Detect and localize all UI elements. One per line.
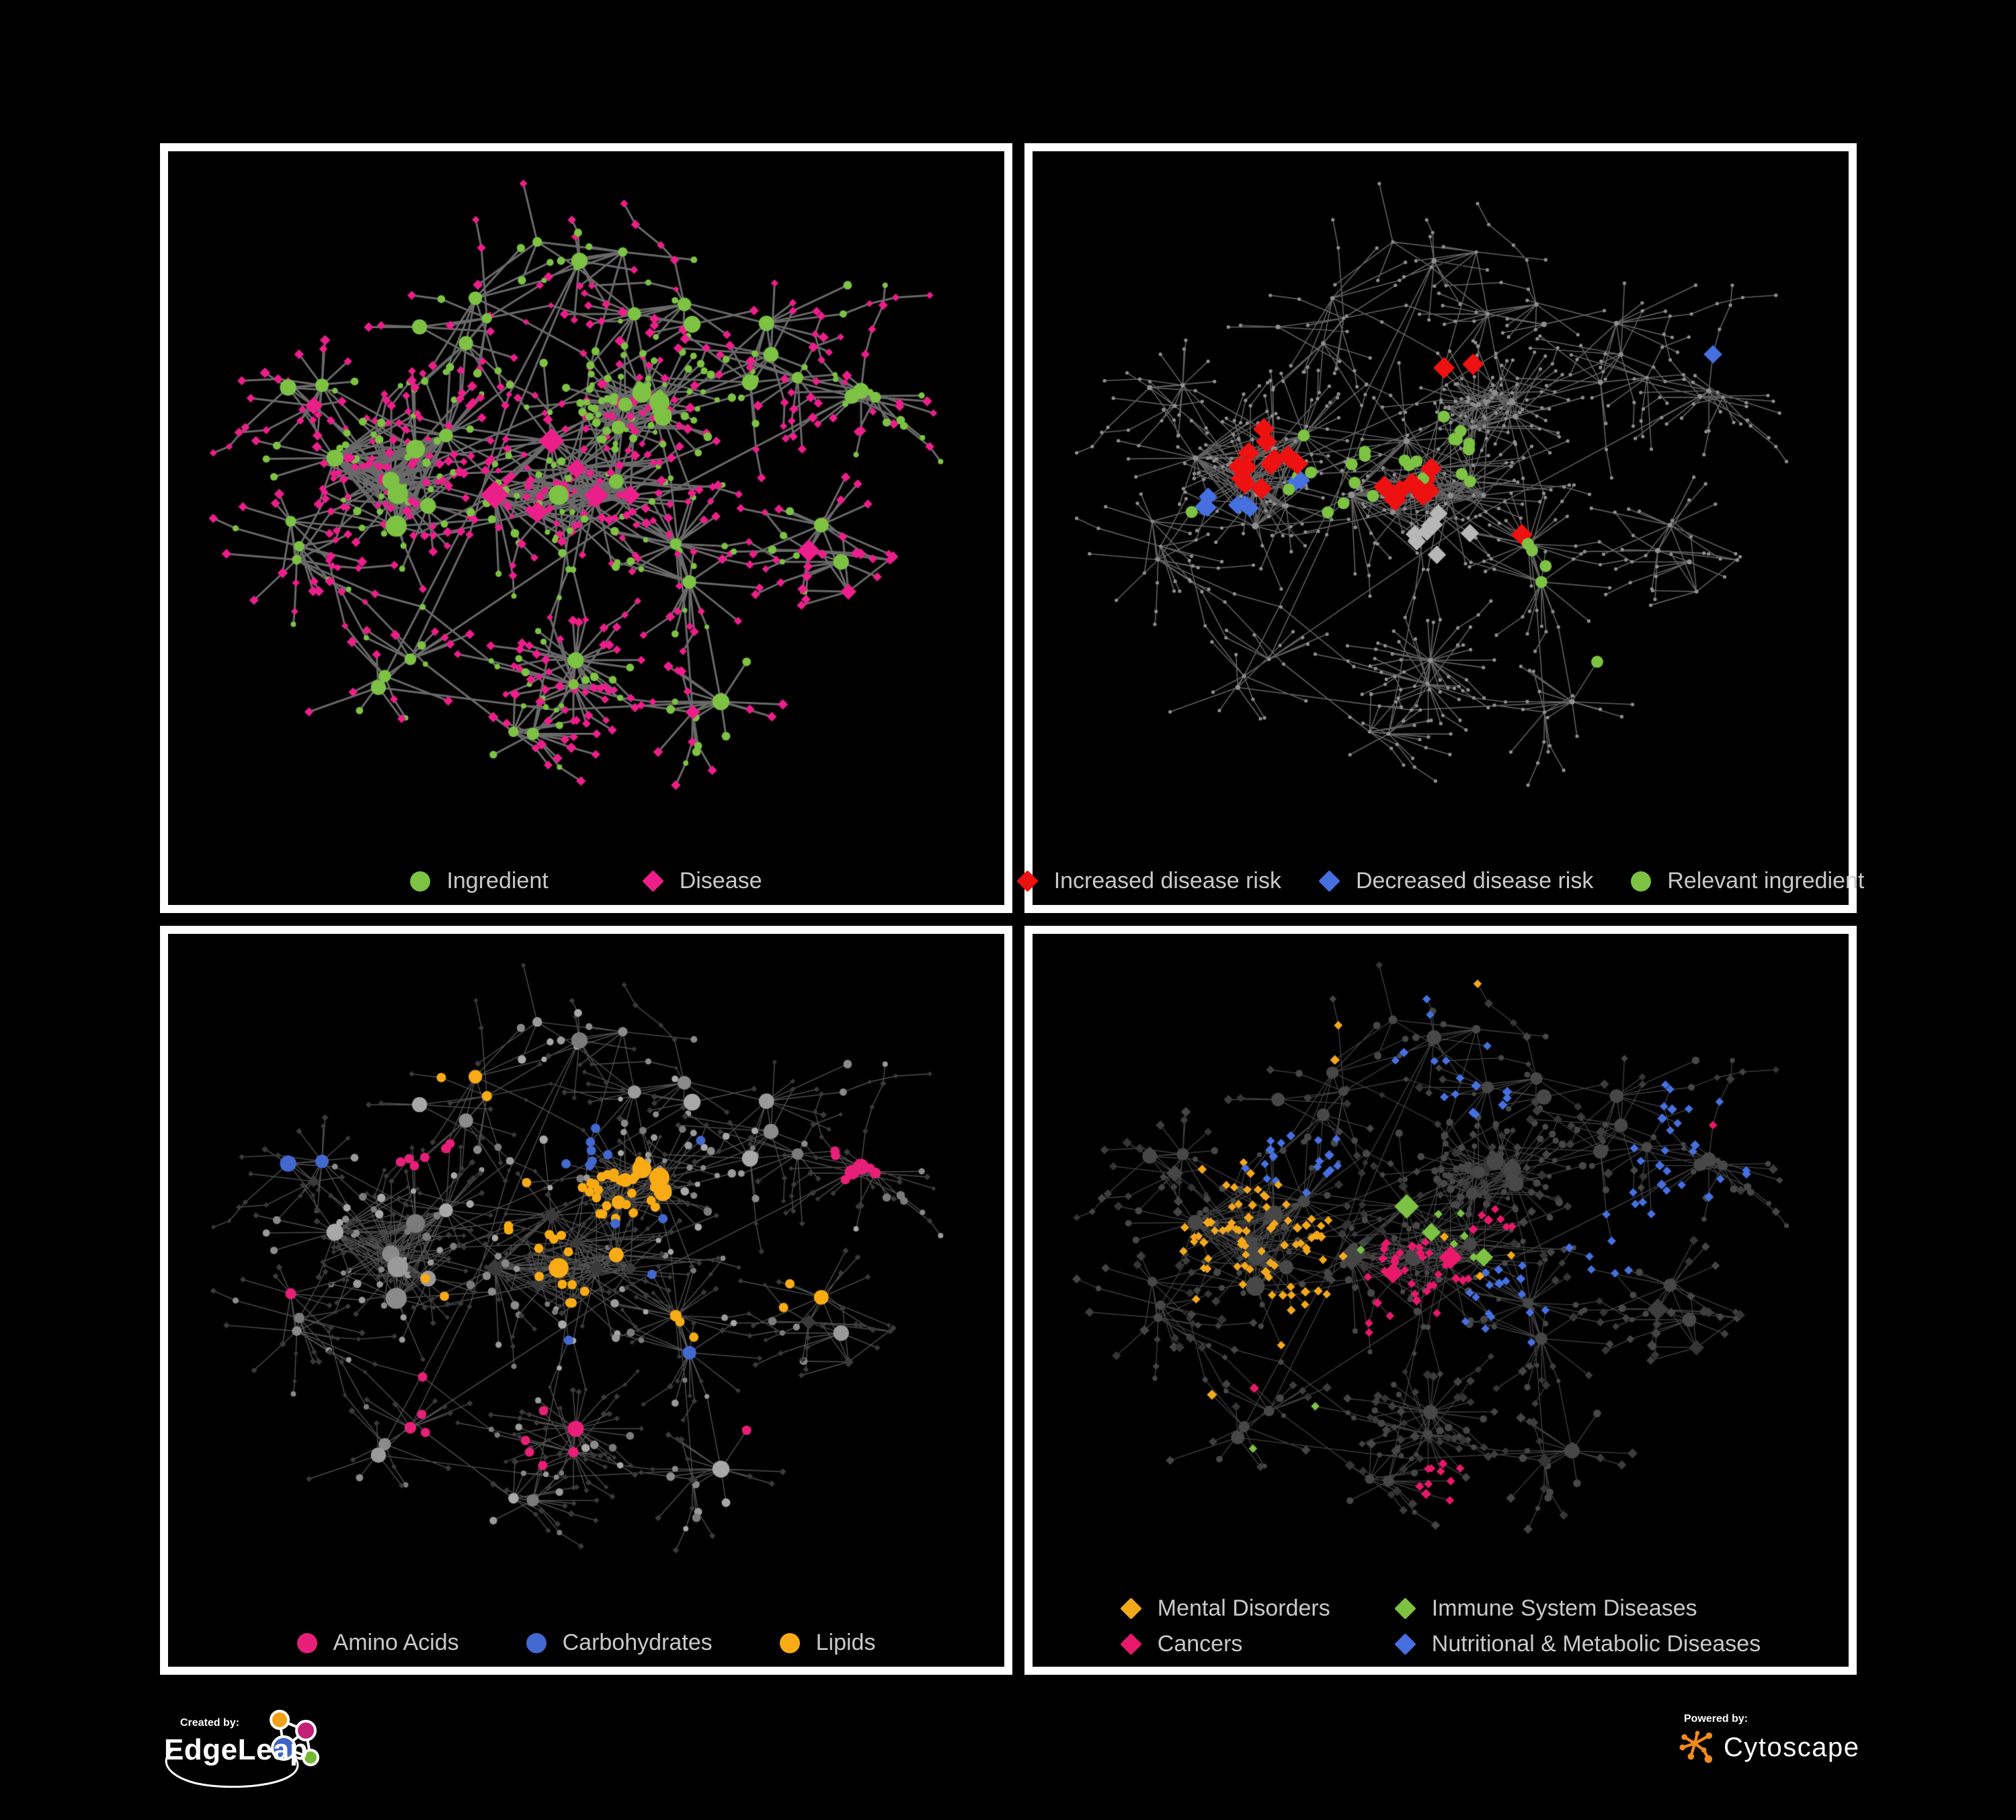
edgeleap-credit: Created by: EdgeLeap bbox=[155, 1709, 531, 1817]
legend-item: Decreased disease risk bbox=[1318, 868, 1594, 894]
legend-label: Cancers bbox=[1157, 1631, 1243, 1657]
network-canvas-nutrient-classes bbox=[168, 934, 1004, 1667]
legend-label: Decreased disease risk bbox=[1355, 868, 1594, 894]
mental-disorders-diamond-icon bbox=[1120, 1597, 1142, 1620]
relevant-ingredient-circle-icon bbox=[1631, 871, 1652, 892]
legend-disease-risk: Increased disease risk Decreased disease… bbox=[1016, 868, 1864, 894]
powered-by-label: Powered by: bbox=[1684, 1713, 1748, 1725]
legend-item: Cancers bbox=[1120, 1631, 1330, 1657]
legend-label: Relevant ingredient bbox=[1667, 868, 1865, 894]
nutritional-metabolic-diamond-icon bbox=[1394, 1633, 1416, 1655]
legend-item: Disease bbox=[641, 868, 762, 894]
increased-risk-diamond-icon bbox=[1016, 870, 1039, 892]
legend-item: Nutritional & Metabolic Diseases bbox=[1394, 1631, 1761, 1657]
legend-label: Mental Disorders bbox=[1157, 1595, 1330, 1621]
legend-item: Carbohydrates bbox=[526, 1630, 713, 1656]
legend-item: Immune System Diseases bbox=[1394, 1595, 1761, 1622]
legend-item: Mental Disorders bbox=[1120, 1595, 1330, 1622]
panel-ingredient-disease: Ingredient Disease bbox=[160, 143, 1012, 913]
legend-label: Nutritional & Metabolic Diseases bbox=[1431, 1631, 1761, 1657]
legend-label: Increased disease risk bbox=[1053, 868, 1281, 894]
legend-label: Carbohydrates bbox=[562, 1630, 713, 1655]
panel-disease-risk: Increased disease risk Decreased disease… bbox=[1016, 143, 1864, 913]
legend-item: Lipids bbox=[779, 1630, 876, 1656]
decreased-risk-diamond-icon bbox=[1318, 870, 1340, 892]
cytoscape-credit: Powered by: bbox=[1678, 1712, 1859, 1786]
carbohydrates-circle-icon bbox=[526, 1632, 547, 1653]
cytoscape-wordmark: Cytoscape bbox=[1724, 1732, 1860, 1762]
panel-disease-categories: Mental Disorders Immune System Diseases … bbox=[1024, 926, 1857, 1675]
legend-disease-categories: Mental Disorders Immune System Diseases … bbox=[1120, 1595, 1761, 1657]
legend-label: Disease bbox=[679, 868, 762, 894]
disease-diamond-icon bbox=[641, 870, 664, 892]
network-canvas-disease-categories bbox=[1033, 934, 1849, 1667]
legend-ingredient-disease: Ingredient Disease bbox=[168, 868, 1004, 894]
immune-system-diamond-icon bbox=[1394, 1597, 1416, 1620]
cancers-diamond-icon bbox=[1120, 1633, 1142, 1655]
lipids-circle-icon bbox=[779, 1632, 800, 1653]
amino-acids-circle-icon bbox=[296, 1632, 317, 1653]
ingredient-circle-icon bbox=[410, 871, 431, 892]
legend-nutrient-classes: Amino Acids Carbohydrates Lipids bbox=[168, 1630, 1004, 1656]
legend-item: Amino Acids bbox=[296, 1630, 459, 1656]
legend-label: Amino Acids bbox=[333, 1630, 459, 1655]
edgeleap-logo-icon bbox=[165, 1710, 319, 1788]
panel-nutrient-classes: Amino Acids Carbohydrates Lipids bbox=[160, 926, 1012, 1675]
created-by-label: Created by: bbox=[180, 1717, 240, 1729]
legend-label: Immune System Diseases bbox=[1431, 1595, 1697, 1621]
edgeleap-wordmark: EdgeLeap bbox=[164, 1733, 309, 1766]
cytoscape-logo-icon bbox=[1679, 1731, 1713, 1764]
network-canvas-disease-risk bbox=[1033, 151, 1849, 905]
legend-label: Lipids bbox=[815, 1630, 876, 1655]
legend-label: Ingredient bbox=[446, 868, 549, 894]
legend-item: Relevant ingredient bbox=[1631, 868, 1864, 894]
legend-item: Increased disease risk bbox=[1016, 868, 1281, 894]
cytoscape-logo-row: Cytoscape bbox=[1678, 1729, 1859, 1766]
legend-item: Ingredient bbox=[410, 868, 549, 894]
network-canvas-ingredient-disease bbox=[168, 151, 1004, 905]
